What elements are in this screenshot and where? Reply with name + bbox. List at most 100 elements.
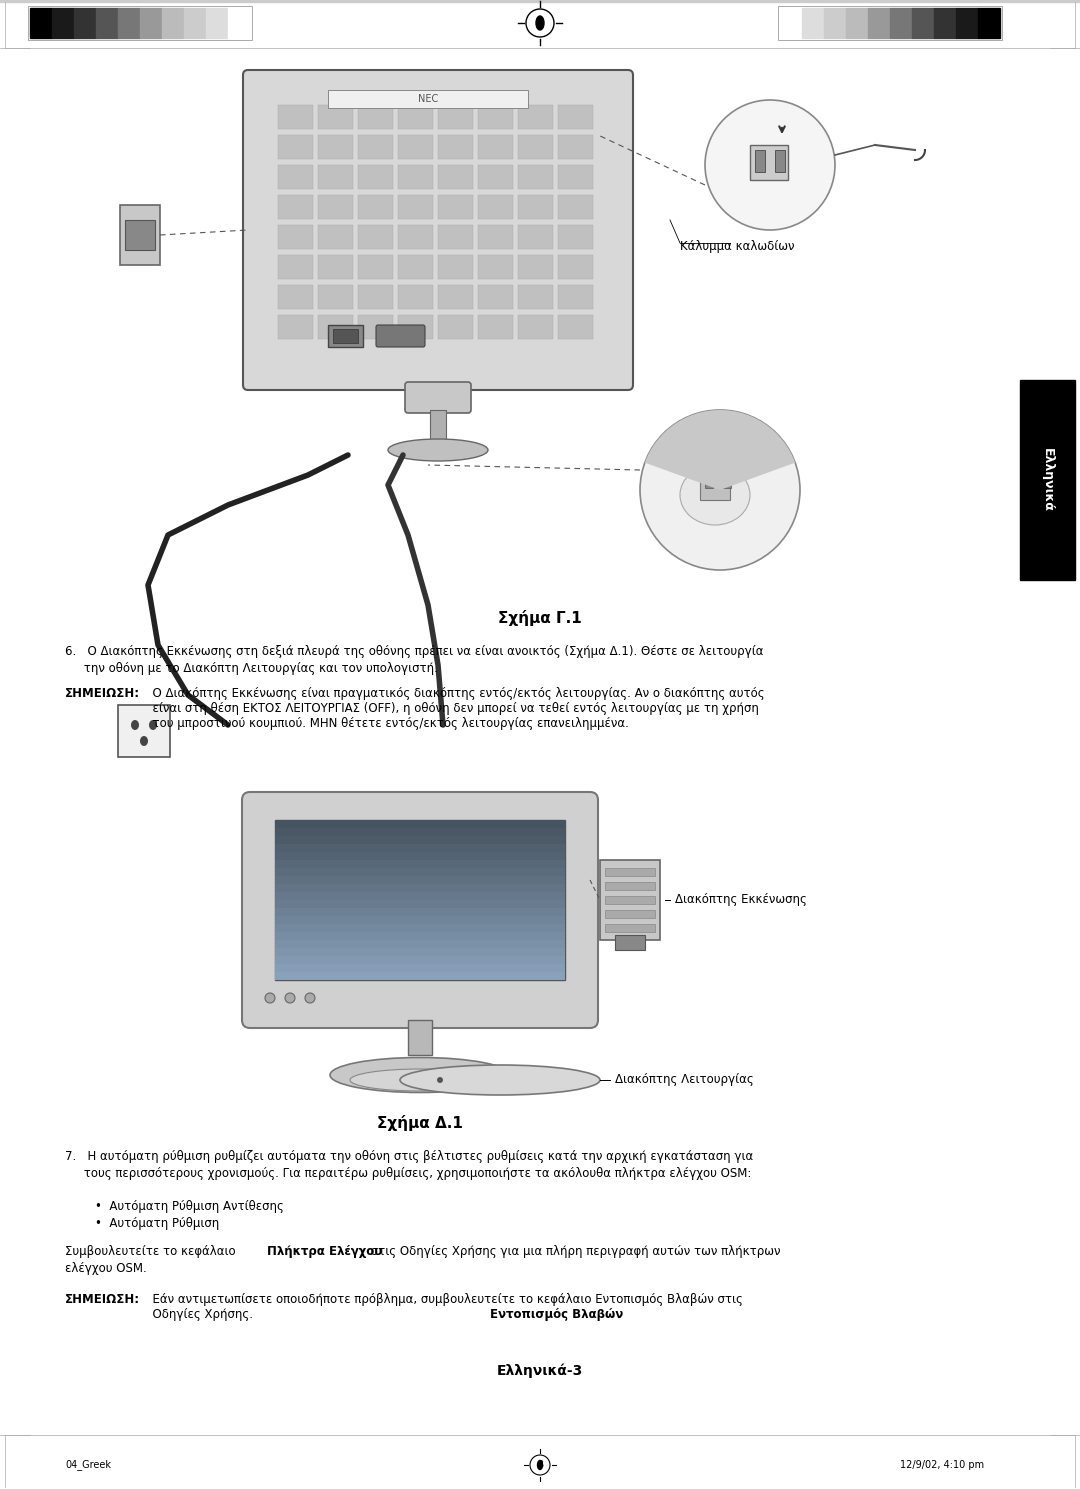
Bar: [558, 316, 593, 339]
Bar: [956, 7, 978, 39]
Text: 12/9/02, 4:10 pm: 12/9/02, 4:10 pm: [900, 1461, 984, 1470]
Ellipse shape: [400, 1065, 600, 1094]
Bar: [846, 7, 868, 39]
Bar: [318, 165, 353, 189]
Bar: [275, 972, 565, 980]
Bar: [0, 0, 1080, 1]
Text: 04_Greek: 04_Greek: [65, 1459, 111, 1471]
Text: Ελληνικά: Ελληνικά: [1040, 448, 1053, 512]
Bar: [478, 165, 513, 189]
FancyBboxPatch shape: [242, 792, 598, 1027]
Bar: [357, 284, 393, 310]
Bar: [438, 195, 473, 219]
Bar: [357, 225, 393, 249]
Bar: [478, 195, 513, 219]
FancyBboxPatch shape: [243, 70, 633, 390]
Bar: [318, 106, 353, 130]
Bar: [438, 135, 473, 159]
Wedge shape: [645, 409, 795, 490]
Bar: [438, 225, 473, 249]
Bar: [318, 284, 353, 310]
Bar: [755, 150, 765, 173]
Bar: [278, 165, 313, 189]
Bar: [438, 284, 473, 310]
Text: ΣΗΜΕΙΩΣΗ:: ΣΗΜΕΙΩΣΗ:: [65, 686, 140, 700]
Bar: [275, 852, 565, 861]
Bar: [558, 225, 593, 249]
Text: τους περισσότερους χρονισμούς. Για περαιτέρω ρυθμίσεις, χρησιμοποιήστε τα ακόλου: τους περισσότερους χρονισμούς. Για περαι…: [65, 1167, 752, 1179]
Bar: [605, 925, 654, 932]
Bar: [558, 255, 593, 278]
Bar: [125, 220, 156, 250]
Bar: [275, 956, 565, 963]
Bar: [399, 165, 433, 189]
Circle shape: [417, 1080, 423, 1085]
Bar: [750, 144, 788, 180]
Bar: [518, 165, 553, 189]
Bar: [278, 284, 313, 310]
Bar: [605, 910, 654, 919]
Bar: [318, 195, 353, 219]
Bar: [275, 884, 565, 892]
Bar: [438, 316, 473, 339]
Text: είναι στη θέση ΕΚΤΟΣ ΛΕΙΤΟΥΡΓΙΑΣ (OFF), η οθόνη δεν μπορεί να τεθεί εντός λειτου: είναι στη θέση ΕΚΤΟΣ ΛΕΙΤΟΥΡΓΙΑΣ (OFF), …: [145, 701, 759, 715]
Bar: [518, 195, 553, 219]
Bar: [275, 835, 565, 844]
Bar: [605, 881, 654, 890]
Bar: [118, 7, 140, 39]
Bar: [52, 7, 75, 39]
Text: ΣΗΜΕΙΩΣΗ:: ΣΗΜΕΙΩΣΗ:: [65, 1292, 140, 1306]
Bar: [558, 106, 593, 130]
Bar: [600, 861, 660, 940]
Bar: [438, 255, 473, 278]
Bar: [890, 7, 912, 39]
Bar: [615, 935, 645, 950]
Ellipse shape: [149, 721, 157, 730]
Bar: [275, 820, 565, 828]
Bar: [357, 255, 393, 278]
Bar: [318, 316, 353, 339]
Bar: [399, 106, 433, 130]
Circle shape: [285, 993, 295, 1004]
Bar: [558, 165, 593, 189]
Text: Οδηγίες Χρήσης.: Οδηγίες Χρήσης.: [145, 1307, 253, 1321]
Bar: [318, 225, 353, 249]
Bar: [780, 7, 802, 39]
Bar: [275, 932, 565, 940]
Text: Διακόπτης Εκκένωσης: Διακόπτης Εκκένωσης: [675, 893, 807, 907]
Bar: [518, 106, 553, 130]
Bar: [275, 940, 565, 948]
Bar: [275, 908, 565, 916]
Bar: [275, 916, 565, 925]
Ellipse shape: [350, 1069, 490, 1091]
Text: Εάν αντιμετωπίσετε οποιοδήποτε πρόβλημα, συμβουλευτείτε το κεφάλαιο Εντοπισμός Β: Εάν αντιμετωπίσετε οποιοδήποτε πρόβλημα,…: [145, 1292, 743, 1306]
Bar: [478, 284, 513, 310]
Bar: [399, 135, 433, 159]
Bar: [228, 7, 249, 39]
Bar: [934, 7, 956, 39]
Ellipse shape: [680, 465, 750, 526]
Text: Ελληνικά-3: Ελληνικά-3: [497, 1362, 583, 1377]
Bar: [118, 704, 170, 756]
Bar: [518, 225, 553, 249]
Bar: [275, 828, 565, 835]
Text: Διακόπτης Λειτουργίας: Διακόπτης Λειτουργίας: [615, 1074, 754, 1087]
Bar: [518, 255, 553, 278]
Text: NEC: NEC: [418, 94, 438, 104]
Bar: [824, 7, 846, 39]
Bar: [408, 1020, 432, 1056]
Bar: [278, 135, 313, 159]
Bar: [518, 135, 553, 159]
Bar: [438, 106, 473, 130]
Bar: [399, 316, 433, 339]
Bar: [723, 471, 731, 488]
Bar: [399, 195, 433, 219]
Circle shape: [305, 993, 315, 1004]
Bar: [30, 7, 52, 39]
Bar: [333, 329, 357, 342]
Bar: [318, 135, 353, 159]
Bar: [478, 225, 513, 249]
Bar: [28, 6, 252, 40]
Bar: [775, 150, 785, 173]
Bar: [558, 284, 593, 310]
